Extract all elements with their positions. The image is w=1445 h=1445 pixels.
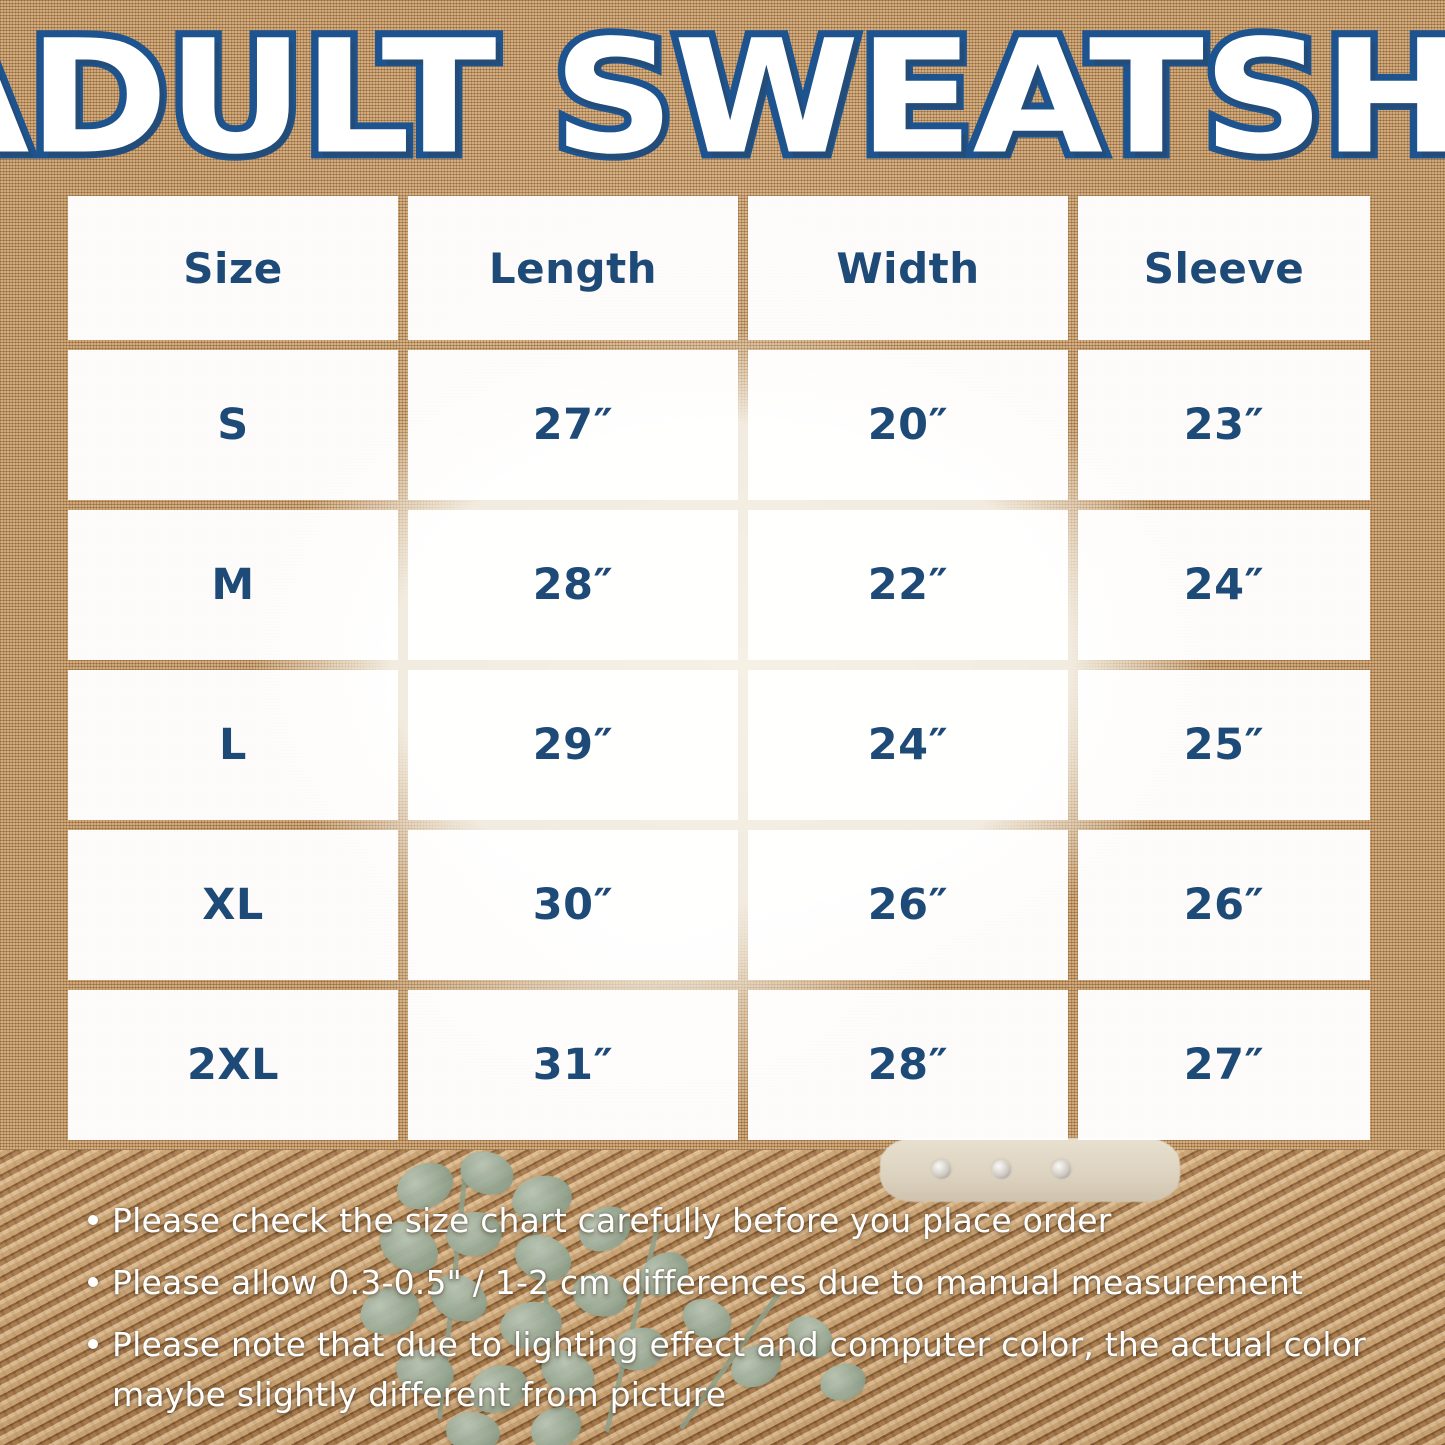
table-row: S 27″ 20″ 23″	[68, 350, 1370, 500]
cell-size: M	[68, 510, 398, 660]
bullet-icon	[88, 1215, 98, 1225]
table-header-row: Size Length Width Sleeve	[68, 196, 1370, 340]
cell-width: 28″	[748, 990, 1068, 1140]
cell-sleeve: 26″	[1078, 830, 1370, 980]
snap-button-icon	[932, 1160, 951, 1179]
bullet-icon	[88, 1339, 98, 1350]
column-header-length: Length	[408, 196, 738, 340]
note-text: Please note that due to lighting effect …	[112, 1325, 1366, 1415]
cell-width: 20″	[748, 350, 1068, 500]
note-item: Please check the size chart carefully be…	[88, 1196, 1388, 1246]
bullet-icon	[88, 1277, 98, 1288]
cell-sleeve: 24″	[1078, 510, 1370, 660]
cell-size: L	[68, 670, 398, 820]
table-row: 2XL 31″ 28″ 27″	[68, 990, 1370, 1140]
column-header-sleeve: Sleeve	[1078, 196, 1370, 340]
note-text: Please check the size chart carefully be…	[112, 1201, 1112, 1240]
cell-sleeve: 23″	[1078, 350, 1370, 500]
cell-length: 30″	[408, 830, 738, 980]
cell-length: 31″	[408, 990, 738, 1140]
footer-notes: Please check the size chart carefully be…	[88, 1196, 1388, 1433]
note-item: Please allow 0.3-0.5" / 1-2 cm differenc…	[88, 1258, 1388, 1308]
note-item: Please note that due to lighting effect …	[88, 1320, 1388, 1420]
cell-length: 29″	[408, 670, 738, 820]
snap-button-icon	[992, 1160, 1011, 1179]
cell-sleeve: 25″	[1078, 670, 1370, 820]
cell-length: 27″	[408, 350, 738, 500]
cell-size: 2XL	[68, 990, 398, 1140]
cell-width: 24″	[748, 670, 1068, 820]
cell-width: 22″	[748, 510, 1068, 660]
size-chart-table: Size Length Width Sleeve S 27″ 20″ 23″ M…	[68, 196, 1370, 1150]
onesie-snap-band	[880, 1138, 1180, 1202]
table-row: M 28″ 22″ 24″	[68, 510, 1370, 660]
table-row: L 29″ 24″ 25″	[68, 670, 1370, 820]
snap-button-icon	[1052, 1160, 1071, 1179]
page-title: ADULT SWEATSHIRT	[0, 6, 1445, 189]
column-header-size: Size	[68, 196, 398, 340]
cell-width: 26″	[748, 830, 1068, 980]
table-row: XL 30″ 26″ 26″	[68, 830, 1370, 980]
cell-length: 28″	[408, 510, 738, 660]
note-text: Please allow 0.3-0.5" / 1-2 cm differenc…	[112, 1263, 1304, 1303]
cell-size: XL	[68, 830, 398, 980]
cell-sleeve: 27″	[1078, 990, 1370, 1140]
cell-size: S	[68, 350, 398, 500]
column-header-width: Width	[748, 196, 1068, 340]
